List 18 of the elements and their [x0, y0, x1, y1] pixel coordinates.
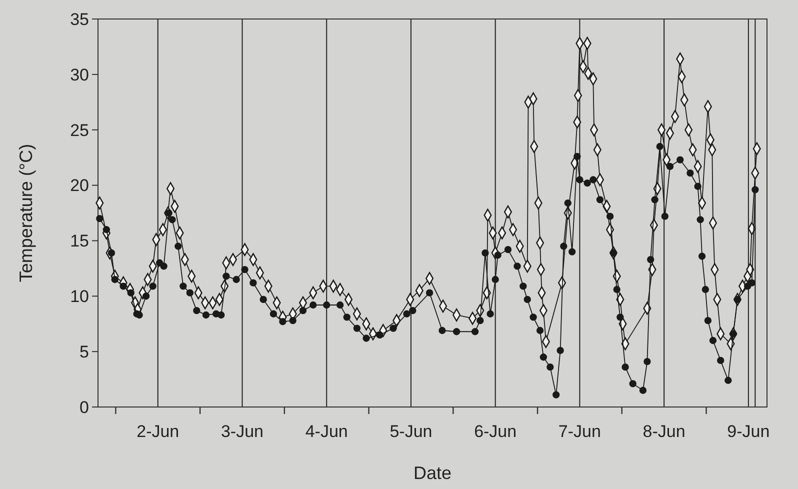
y-axis-title: Temperature (°C)	[16, 144, 36, 282]
x-tick-label: 7-Jun	[558, 422, 601, 441]
y-tick-label: 10	[70, 287, 89, 306]
y-tick-label: 25	[70, 120, 89, 140]
y-tick-label: 15	[70, 232, 89, 251]
y-tick-label: 0	[80, 398, 89, 417]
y-tick-label: 30	[70, 65, 89, 84]
x-tick-label: 8-Jun	[642, 422, 686, 441]
x-tick-label: 9-Jun	[727, 422, 770, 441]
x-axis-title: Date	[413, 463, 452, 483]
x-tick-label: 5-Jun	[390, 422, 432, 441]
y-tick-label: 35	[70, 10, 89, 29]
x-tick-label: 3-Jun	[220, 422, 264, 441]
x-tick-label: 6-Jun	[474, 422, 517, 441]
y-tick-label: 5	[80, 342, 89, 362]
y-tick-label: 20	[70, 176, 89, 196]
x-tick-label: 4-Jun	[305, 422, 348, 441]
x-tick-label: 2-Jun	[136, 422, 180, 441]
